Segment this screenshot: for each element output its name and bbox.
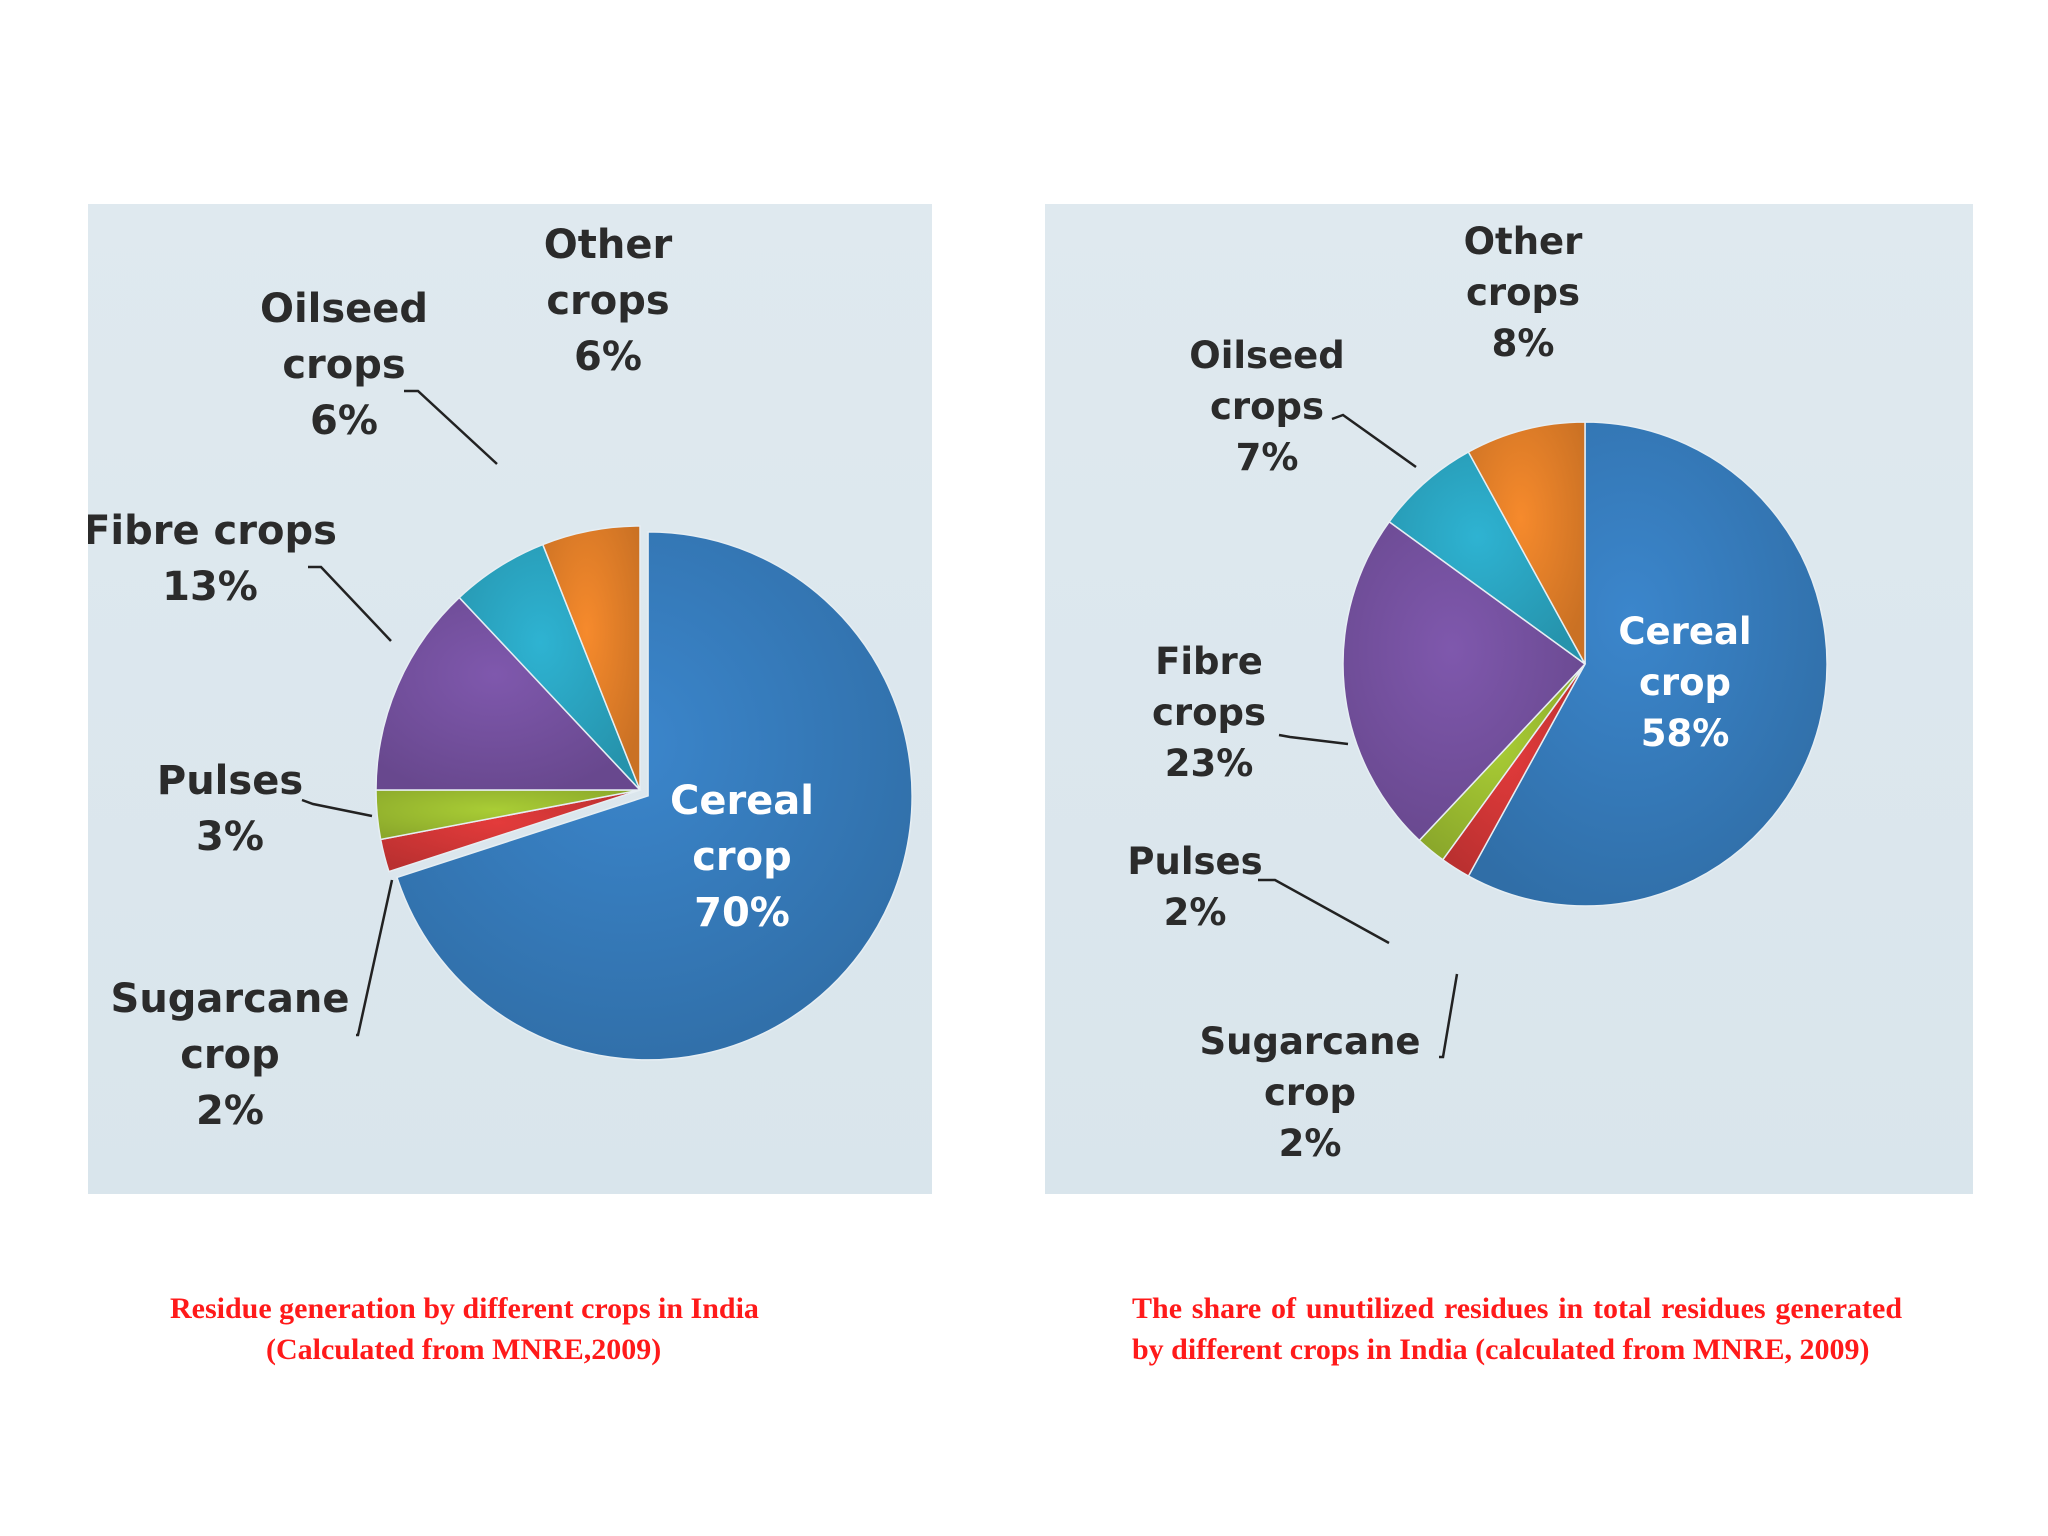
pie-slice-other bbox=[541, 525, 641, 791]
slice-label-line: crops bbox=[1210, 385, 1324, 428]
slice-label-line: Oilseed bbox=[260, 286, 428, 332]
slice-label-line: crop bbox=[180, 1032, 280, 1078]
slice-label-cereal: Cereal crop 58% bbox=[1618, 610, 1751, 755]
slice-label-line: 7% bbox=[1236, 436, 1299, 479]
caption-unutilized-residues: The share of unutilized residues in tota… bbox=[1132, 1292, 1902, 1366]
slice-label-line: crops bbox=[546, 278, 669, 324]
slice-label-line: crops bbox=[1152, 691, 1266, 734]
slice-label-line: 13% bbox=[162, 564, 258, 610]
pie-slice-fibre bbox=[375, 596, 642, 791]
slice-label-line: 8% bbox=[1492, 322, 1555, 365]
pie-chart-residue-generation: Cereal crop 70% Sugarcane crop 2% Pulses 3% Fibr… bbox=[88, 222, 913, 1134]
pie-chart-panel-unutilized-residues: Cereal crop 58% Sugarcane crop 2% Pulses 2% Fibr… bbox=[1045, 204, 1973, 1194]
slice-label-line: Fibre bbox=[1155, 640, 1263, 683]
slice-labels: Cereal crop 70% Sugarcane crop 2% Pulses 3% Fibr… bbox=[88, 222, 814, 1134]
pie-slice-fibre bbox=[1342, 520, 1587, 842]
slice-label-line: Other bbox=[1464, 220, 1584, 263]
slice-label-line: Pulses bbox=[157, 758, 303, 804]
leader-lines bbox=[1258, 413, 1459, 1059]
slice-label-line: Other bbox=[544, 222, 673, 268]
pie-slice-cereal bbox=[396, 531, 913, 1061]
slice-label-line: 70% bbox=[694, 890, 790, 936]
leader-line-oilseed bbox=[1331, 413, 1417, 469]
slice-label-line: Fibre crops bbox=[88, 508, 337, 554]
slice-label-line: Cereal bbox=[670, 778, 814, 824]
leader-line-sugarcane bbox=[1439, 973, 1459, 1059]
slice-label-line: 6% bbox=[574, 334, 642, 380]
slice-label-line: 6% bbox=[310, 398, 378, 444]
leader-line-pulses bbox=[301, 798, 373, 818]
slice-label-oilseed: Oilseed crops 6% bbox=[260, 286, 428, 444]
pie-slice-cereal bbox=[1467, 421, 1828, 907]
slice-label-cereal: Cereal crop 70% bbox=[670, 778, 814, 936]
leader-line-fibre bbox=[1278, 733, 1349, 746]
pie-chart-unutilized-residues: Cereal crop 58% Sugarcane crop 2% Pulses 2% Fibr… bbox=[1127, 220, 1828, 1165]
slice-labels: Cereal crop 58% Sugarcane crop 2% Pulses 2% Fibr… bbox=[1127, 220, 1751, 1165]
pie-slices bbox=[375, 525, 913, 1061]
leader-line-pulses bbox=[1258, 878, 1390, 945]
slice-label-oilseed: Oilseed crops 7% bbox=[1189, 334, 1345, 479]
slice-label-line: 2% bbox=[1164, 891, 1227, 934]
pie-slice-other bbox=[1467, 421, 1586, 665]
slice-label-line: Sugarcane bbox=[111, 976, 350, 1022]
slice-label-line: Sugarcane bbox=[1199, 1020, 1420, 1063]
slice-label-line: Oilseed bbox=[1189, 334, 1345, 377]
slice-label-line: 23% bbox=[1165, 742, 1254, 785]
caption-residue-generation: Residue generation by different crops in… bbox=[170, 1288, 870, 1370]
slice-label-other: Other crops 8% bbox=[1464, 220, 1584, 365]
slice-label-pulses: Pulses 3% bbox=[157, 758, 303, 860]
slice-label-sugarcane: Sugarcane crop 2% bbox=[111, 976, 350, 1134]
slice-label-line: Cereal bbox=[1618, 610, 1751, 653]
pie-slice-oilseed bbox=[1388, 450, 1586, 665]
leader-lines bbox=[301, 389, 498, 1037]
pie-chart-panel-residue-generation: Cereal crop 70% Sugarcane crop 2% Pulses 3% Fibr… bbox=[88, 204, 932, 1194]
pie-slices bbox=[1342, 421, 1828, 907]
slice-label-line: 2% bbox=[1279, 1122, 1342, 1165]
leader-line-oilseed bbox=[404, 389, 498, 465]
slice-label-line: 58% bbox=[1641, 712, 1730, 755]
slice-label-line: Pulses bbox=[1127, 840, 1262, 883]
slice-label-fibre: Fibre crops 23% bbox=[1152, 640, 1266, 785]
slice-label-line: crops bbox=[282, 342, 405, 388]
leader-line-fibre bbox=[308, 565, 392, 642]
caption-line-2: (Calculated from MNRE,2009) bbox=[266, 1333, 662, 1366]
slice-label-fibre: Fibre crops 13% bbox=[88, 508, 337, 610]
slice-label-line: 2% bbox=[196, 1088, 264, 1134]
slice-label-line: crop bbox=[1264, 1071, 1356, 1114]
slice-label-line: crop bbox=[1639, 661, 1731, 704]
leader-line-sugarcane bbox=[356, 879, 394, 1037]
caption-line-1: Residue generation by different crops in… bbox=[170, 1292, 759, 1325]
slice-label-sugarcane: Sugarcane crop 2% bbox=[1199, 1020, 1420, 1165]
slice-label-other: Other crops 6% bbox=[544, 222, 673, 380]
slice-label-line: crops bbox=[1466, 271, 1580, 314]
slice-label-line: 3% bbox=[196, 814, 264, 860]
slice-label-pulses: Pulses 2% bbox=[1127, 840, 1262, 934]
slice-label-line: crop bbox=[692, 834, 792, 880]
